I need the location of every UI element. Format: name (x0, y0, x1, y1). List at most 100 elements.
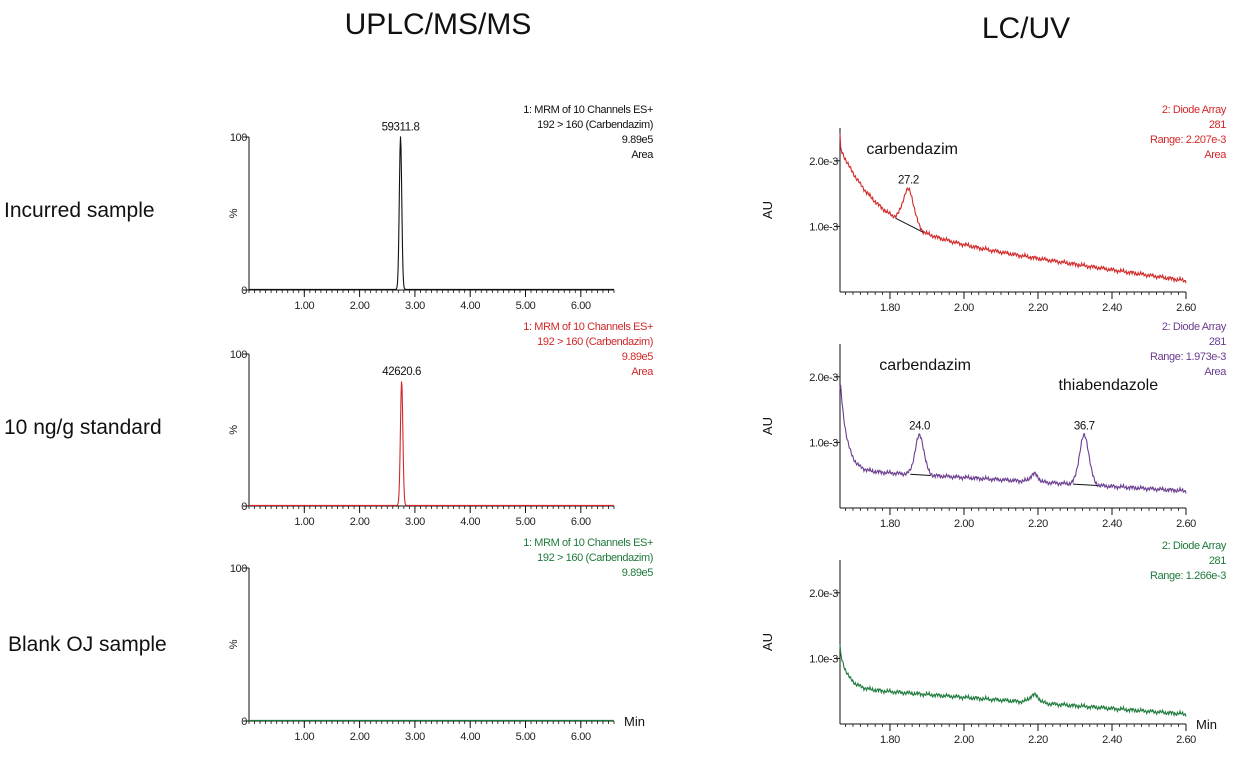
y-tick-label: 0 (241, 501, 247, 513)
peak-baseline (895, 217, 924, 233)
trace-line (839, 384, 1187, 495)
x-tick-label: 6.00 (571, 516, 591, 528)
x-tick-label: 2.00 (350, 300, 370, 312)
info-line: 9.89e5 (622, 567, 654, 579)
y-axis-label: AU (760, 417, 775, 435)
x-unit-label: Min (1196, 717, 1217, 732)
info-line: Area (1204, 149, 1227, 161)
trace-line (249, 381, 614, 506)
trace-line (839, 644, 1187, 718)
info-line: 281 (1209, 555, 1226, 567)
y-axis-label: AU (760, 633, 775, 651)
chart-uv-1: 1.80 2.00 2.20 2.40 2.60 1.0e-3 2.0e-3 AU 2: Dio… (760, 104, 1228, 314)
x-tick-label: 3.00 (405, 516, 425, 528)
info-line: 2: Diode Array (1162, 104, 1227, 116)
info-line: 281 (1209, 336, 1226, 348)
x-tick-label: 1.80 (880, 734, 900, 746)
x-tick-label: 2.00 (954, 302, 974, 314)
y-tick-label: 2.0e-3 (809, 372, 838, 384)
y-tick-label: 1.0e-3 (809, 437, 838, 449)
y-axis-label: AU (760, 201, 775, 219)
header-lc-uv: LC/UV (982, 12, 1070, 45)
info-line: 1: MRM of 10 Channels ES+ (523, 321, 653, 333)
y-tick-label: 1.0e-3 (809, 221, 838, 233)
x-tick-label: 3.00 (405, 300, 425, 312)
trace-line (249, 136, 614, 290)
x-tick-label: 1.80 (880, 518, 900, 530)
row-label-10ng-standard: 10 ng/g standard (4, 416, 162, 439)
x-tick-label: 2.40 (1102, 518, 1122, 530)
info-line: Range: 2.207e-3 (1150, 134, 1226, 146)
y-tick-label: 100 (230, 349, 247, 361)
peak-label: 24.0 (909, 420, 930, 432)
x-tick-label: 2.00 (350, 516, 370, 528)
chart-uv-3: 1.80 2.00 2.20 2.40 2.60 1.0e-3 2.0e-3 AU 2: Dio… (760, 540, 1227, 746)
chart-ms-1: 1.00 2.00 3.00 4.00 5.00 6.00 0 100% 1: MRM of 1… (228, 104, 655, 312)
info-line: Range: 1.973e-3 (1150, 351, 1226, 363)
info-line: 192 > 160 (Carbendazim) (537, 552, 653, 564)
y-tick-label: 2.0e-3 (809, 588, 838, 600)
peak-label: 59311.8 (382, 121, 420, 133)
info-line: 2: Diode Array (1162, 540, 1227, 552)
x-tick-label: 4.00 (460, 300, 480, 312)
x-tick-label: 2.00 (350, 731, 370, 743)
x-tick-label: 6.00 (571, 731, 591, 743)
info-line: Area (631, 366, 654, 378)
x-tick-label: 2.40 (1102, 734, 1122, 746)
compound-label: carbendazim (866, 141, 958, 158)
x-tick-label: 1.00 (294, 300, 314, 312)
x-tick-label: 5.00 (516, 516, 536, 528)
chart-uv-2: 1.80 2.00 2.20 2.40 2.60 1.0e-3 2.0e-3 AU 2: Dio… (760, 321, 1228, 530)
x-tick-label: 2.00 (954, 734, 974, 746)
x-unit-label: Min (624, 714, 645, 729)
row-label-incurred-sample: Incurred sample (4, 199, 155, 222)
info-line: Range: 1.266e-3 (1150, 570, 1226, 582)
x-tick-label: 2.60 (1176, 518, 1196, 530)
peak-label: 36.7 (1074, 421, 1095, 433)
x-tick-label: 1.00 (294, 731, 314, 743)
row-label-blank-oj-sample: Blank OJ sample (8, 633, 167, 656)
y-tick-label: 1.0e-3 (809, 653, 838, 665)
info-line: 9.89e5 (622, 134, 654, 146)
info-line: 1: MRM of 10 Channels ES+ (523, 104, 653, 116)
info-line: Area (1204, 366, 1227, 378)
y-axis-label: % (228, 425, 240, 435)
info-line: 192 > 160 (Carbendazim) (537, 336, 653, 348)
peak-label: 27.2 (898, 175, 919, 187)
trace-line (839, 133, 1187, 284)
peak-baseline (1073, 483, 1098, 487)
x-tick-label: 4.00 (460, 731, 480, 743)
info-line: Area (631, 149, 654, 161)
x-tick-label: 5.00 (516, 731, 536, 743)
x-tick-label: 5.00 (516, 300, 536, 312)
x-tick-label: 6.00 (571, 300, 591, 312)
compound-label: thiabendazole (1058, 377, 1158, 394)
compound-label: carbendazim (879, 357, 971, 374)
y-tick-label: 0 (241, 285, 247, 297)
x-tick-label: 2.20 (1028, 734, 1048, 746)
x-tick-label: 2.20 (1028, 518, 1048, 530)
chart-ms-2: 1.00 2.00 3.00 4.00 5.00 6.00 0 100% 1: MRM of 1… (228, 321, 655, 528)
info-line: 192 > 160 (Carbendazim) (537, 119, 653, 131)
x-tick-label: 2.60 (1176, 734, 1196, 746)
x-tick-label: 4.00 (460, 516, 480, 528)
info-line: 1: MRM of 10 Channels ES+ (523, 537, 653, 549)
y-tick-label: 100 (230, 563, 247, 575)
header-uplc-msms: UPLC/MS/MS (345, 8, 532, 41)
peak-label: 42620.6 (382, 366, 421, 378)
y-tick-label: 100 (230, 132, 247, 144)
chart-ms-3: 1.00 2.00 3.00 4.00 5.00 6.00 0 100% 1: MRM of 1… (228, 537, 654, 743)
x-tick-label: 3.00 (405, 731, 425, 743)
info-line: 2: Diode Array (1162, 321, 1227, 333)
x-tick-label: 2.00 (954, 518, 974, 530)
x-tick-label: 1.00 (294, 516, 314, 528)
info-line: 9.89e5 (622, 351, 654, 363)
x-tick-label: 1.80 (880, 302, 900, 314)
info-line: 281 (1209, 119, 1226, 131)
peak-baseline (910, 473, 931, 476)
y-axis-label: % (228, 208, 240, 218)
y-tick-label: 0 (241, 716, 247, 728)
x-tick-label: 2.20 (1028, 302, 1048, 314)
x-tick-label: 2.40 (1102, 302, 1122, 314)
